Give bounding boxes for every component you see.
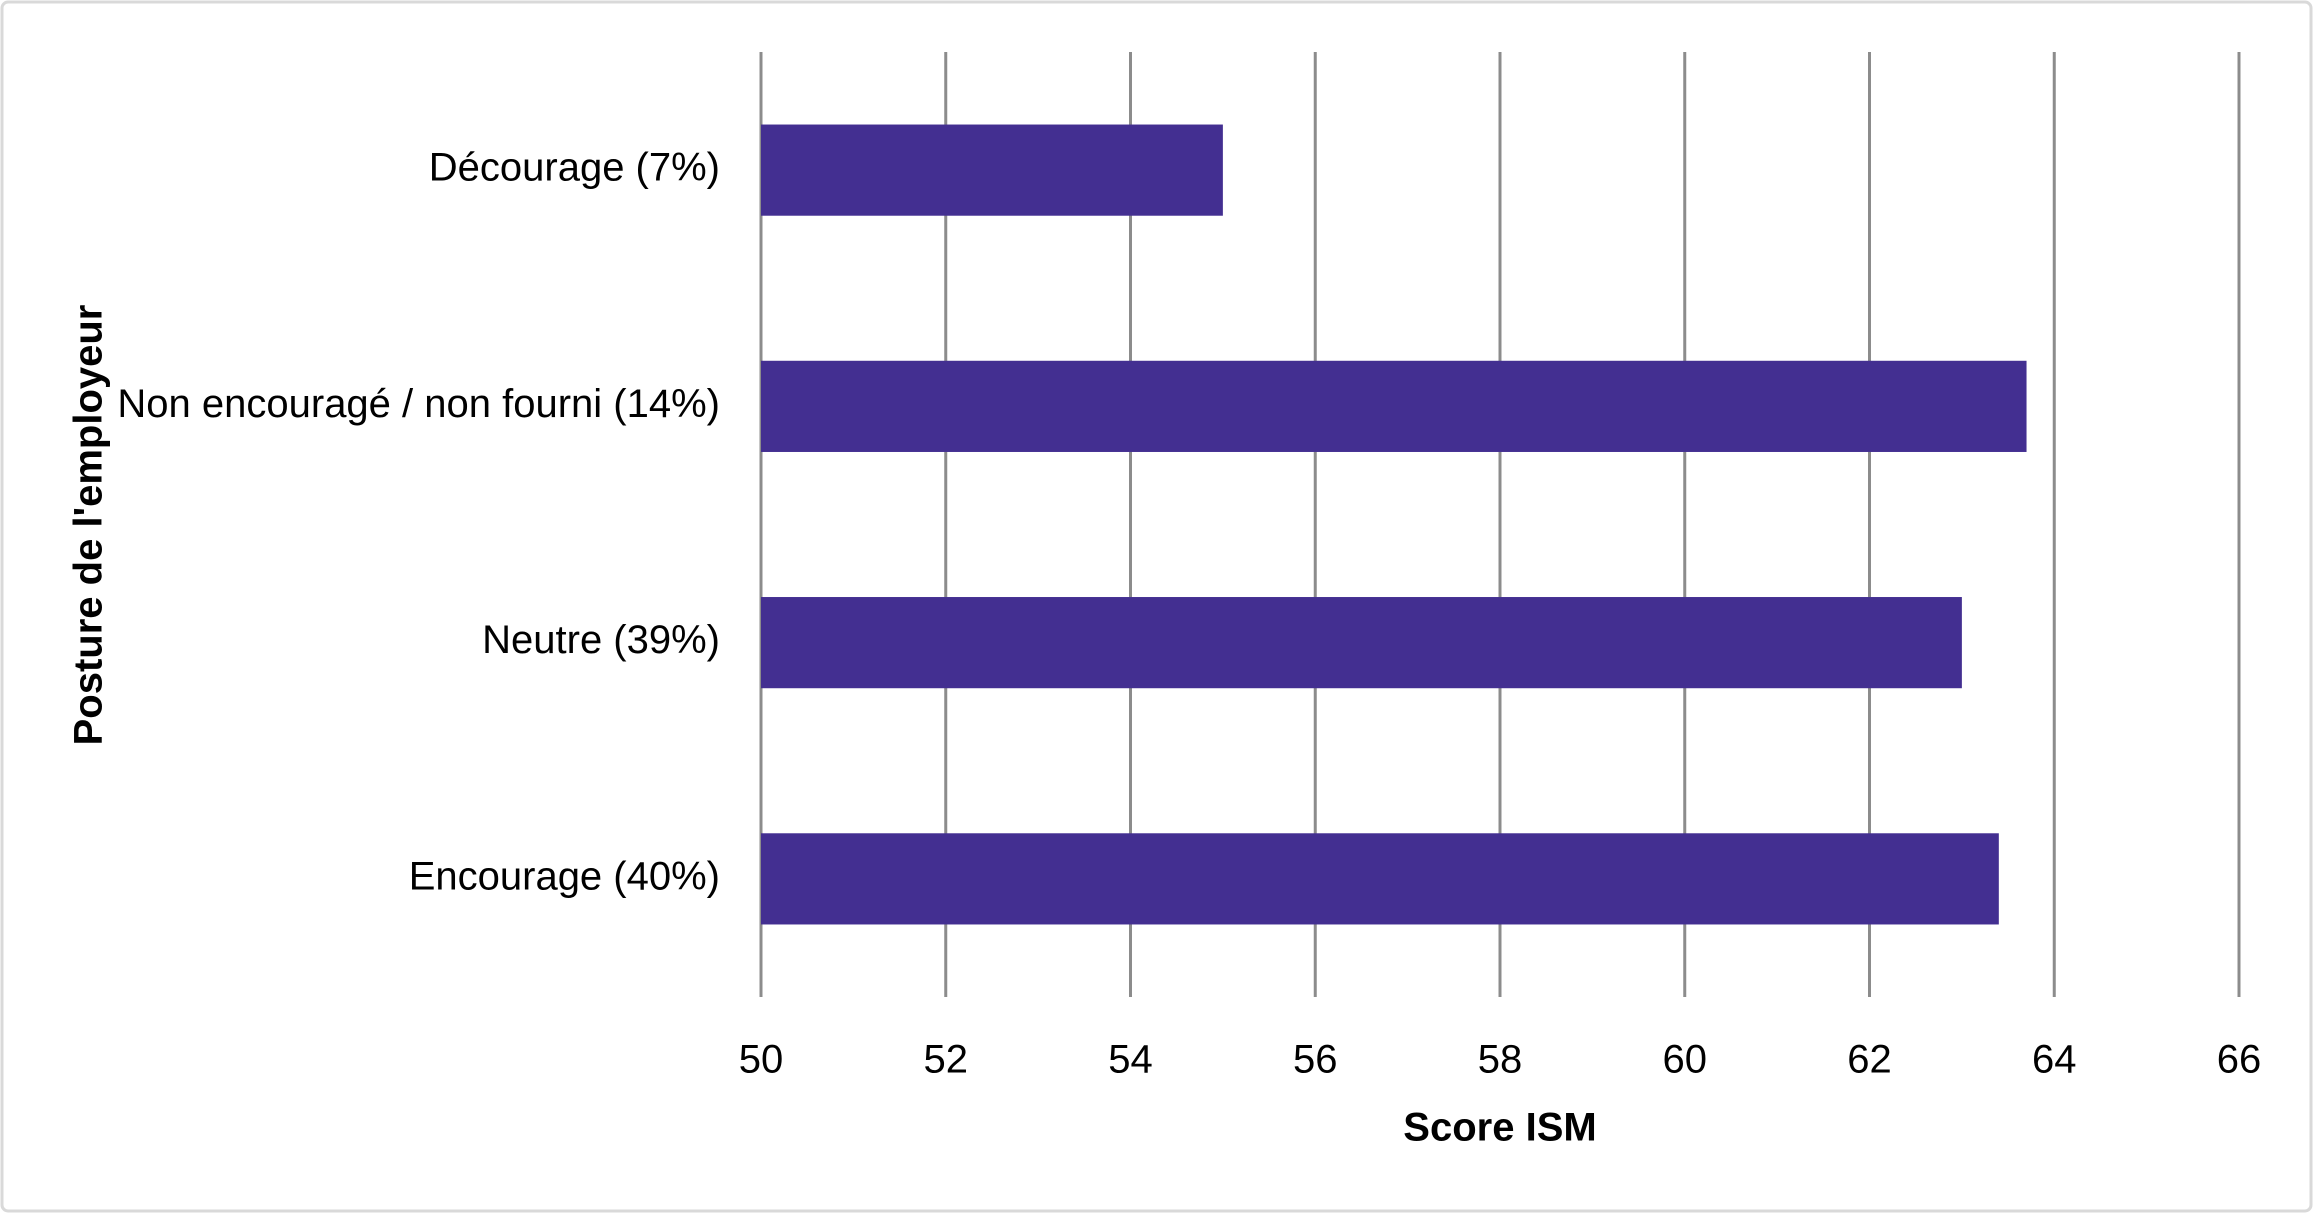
x-tick-label: 52 <box>924 1038 969 1082</box>
y-tick-label: Non encouragé / non fourni (14%) <box>117 382 720 426</box>
x-tick-label: 54 <box>1108 1038 1153 1082</box>
x-tick-label: 56 <box>1293 1038 1338 1082</box>
plot-area: 50 52 54 56 58 60 62 64 66 Décourage (7%) Non enco… <box>117 52 2261 1082</box>
x-tick-label: 58 <box>1478 1038 1523 1082</box>
x-tick-label: 60 <box>1663 1038 1708 1082</box>
y-tick-label: Encourage (40%) <box>409 854 720 898</box>
bar <box>761 597 1962 689</box>
x-tick-label: 66 <box>2217 1038 2262 1082</box>
x-tick-label: 62 <box>1847 1038 1892 1082</box>
bar <box>761 360 2027 452</box>
x-axis-title: Score ISM <box>1403 1106 1596 1150</box>
x-tick-label: 50 <box>739 1038 784 1082</box>
bar <box>761 833 1999 925</box>
y-tick-label: Décourage (7%) <box>429 146 720 190</box>
x-tick-label: 64 <box>2032 1038 2077 1082</box>
y-axis-title: Posture de l'employeur <box>67 305 111 746</box>
y-tick-label: Neutre (39%) <box>482 618 720 662</box>
bar <box>761 124 1223 216</box>
